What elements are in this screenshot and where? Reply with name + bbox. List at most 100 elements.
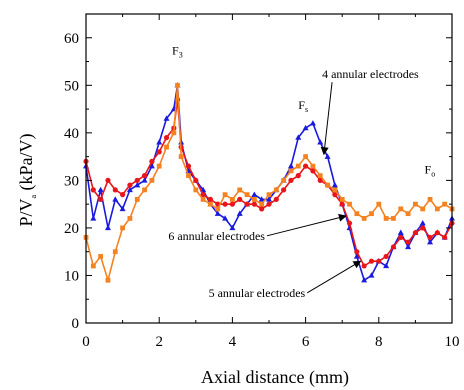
series-3-point — [230, 197, 235, 202]
series-1-point — [317, 139, 324, 145]
series-3-point — [208, 201, 213, 207]
series-3-point — [354, 211, 360, 217]
y-tick-label: 20 — [64, 221, 79, 237]
series-2-point — [295, 173, 301, 179]
series-2-point — [259, 206, 265, 212]
series-3-point — [90, 263, 96, 269]
series-3-point — [222, 192, 228, 198]
series-2-point — [390, 244, 397, 250]
annotation-main: F — [298, 98, 305, 112]
annotation-sub: 3 — [179, 50, 183, 59]
series-3 — [83, 82, 455, 284]
series-3-point — [175, 82, 180, 88]
series-2-point — [405, 239, 411, 245]
series-2-point — [346, 220, 353, 226]
series-3-point — [383, 216, 389, 221]
series-1-point — [126, 186, 133, 193]
series-3-point — [413, 201, 418, 207]
y-tick-label: 10 — [64, 268, 79, 284]
series-1-point — [427, 238, 434, 245]
series-2-point — [237, 196, 243, 202]
series-1-point — [141, 177, 148, 183]
series-3-point — [134, 197, 140, 202]
series-2-point — [303, 163, 309, 169]
series-1-point — [97, 186, 104, 193]
series-1-point — [258, 196, 265, 202]
series-2-point — [149, 158, 155, 164]
y-axis-title-sub: a — [29, 195, 38, 199]
series-2-point — [156, 149, 162, 155]
series-3-point — [317, 173, 323, 179]
series-3-point — [237, 187, 243, 193]
series-3-point — [376, 201, 382, 207]
series-2-point — [368, 258, 375, 264]
series-3-point — [310, 163, 316, 169]
series-label-arrow-2 — [266, 213, 347, 237]
x-tick-label: 10 — [445, 334, 460, 350]
y-tick-label: 50 — [64, 78, 79, 94]
annotation-fo: Fo — [425, 162, 436, 178]
series-3-point — [200, 197, 206, 202]
y-axis-title-main: P/V — [16, 199, 36, 227]
series-1-point — [222, 215, 229, 221]
series-2-point — [332, 192, 338, 198]
series-1-point — [112, 196, 119, 202]
series-2-point — [222, 201, 228, 207]
series-2-point — [134, 177, 140, 183]
series-3-point — [127, 216, 133, 221]
series-3-point — [391, 216, 396, 221]
series-2-point — [288, 177, 294, 183]
series-1-point — [353, 253, 360, 259]
series-3-point — [186, 173, 191, 179]
series-label-arrow-1 — [320, 82, 333, 156]
series-3-point — [369, 211, 374, 217]
series-1-point — [331, 181, 338, 188]
series-3-point — [171, 130, 177, 136]
x-tick-label: 8 — [375, 334, 383, 350]
series-2-point — [141, 173, 148, 179]
series-3-point — [339, 197, 345, 202]
x-axis-title: Axial distance (mm) — [201, 367, 349, 388]
series-2-point — [281, 187, 287, 193]
series-2-point — [90, 187, 96, 193]
series-3-point — [332, 187, 338, 193]
series-2-point — [361, 263, 367, 269]
y-tick-label: 0 — [72, 316, 80, 332]
series-label-1: 4 annular electrodes — [322, 67, 419, 81]
series-2-point — [105, 177, 111, 183]
series-3-point — [273, 187, 279, 193]
series-1-point — [309, 120, 316, 126]
series-3-point — [178, 154, 184, 160]
series-layer — [83, 82, 455, 284]
annotation-sub: s — [305, 105, 308, 114]
series-label-3: 5 annular electrodes — [209, 286, 306, 300]
series-3-point — [347, 201, 352, 207]
series-3-point — [120, 225, 125, 231]
series-label-2: 6 annular electrodes — [168, 229, 265, 243]
series-2 — [83, 96, 455, 269]
x-tick-label: 6 — [302, 334, 310, 350]
series-1-point — [214, 210, 221, 216]
series-1-point — [324, 153, 331, 159]
series-2-point — [127, 182, 133, 188]
series-3-point — [164, 144, 169, 150]
series-3-point — [193, 187, 199, 193]
series-2-point — [273, 196, 279, 202]
series-1-point — [156, 139, 163, 145]
series-2-point — [207, 196, 214, 202]
series-3-point — [361, 216, 367, 221]
series-3-point — [112, 249, 118, 255]
y-tick-label: 30 — [64, 173, 79, 189]
series-3-point — [420, 206, 426, 212]
series-1-point — [236, 210, 243, 216]
series-1-point — [361, 277, 368, 283]
series-3-point — [288, 168, 294, 174]
series-2-point — [98, 196, 104, 202]
series-3-point — [149, 177, 155, 183]
series-2-point — [442, 234, 448, 241]
series-3-point — [303, 154, 308, 160]
series-2-point — [310, 168, 316, 174]
series-2-point — [427, 234, 433, 241]
